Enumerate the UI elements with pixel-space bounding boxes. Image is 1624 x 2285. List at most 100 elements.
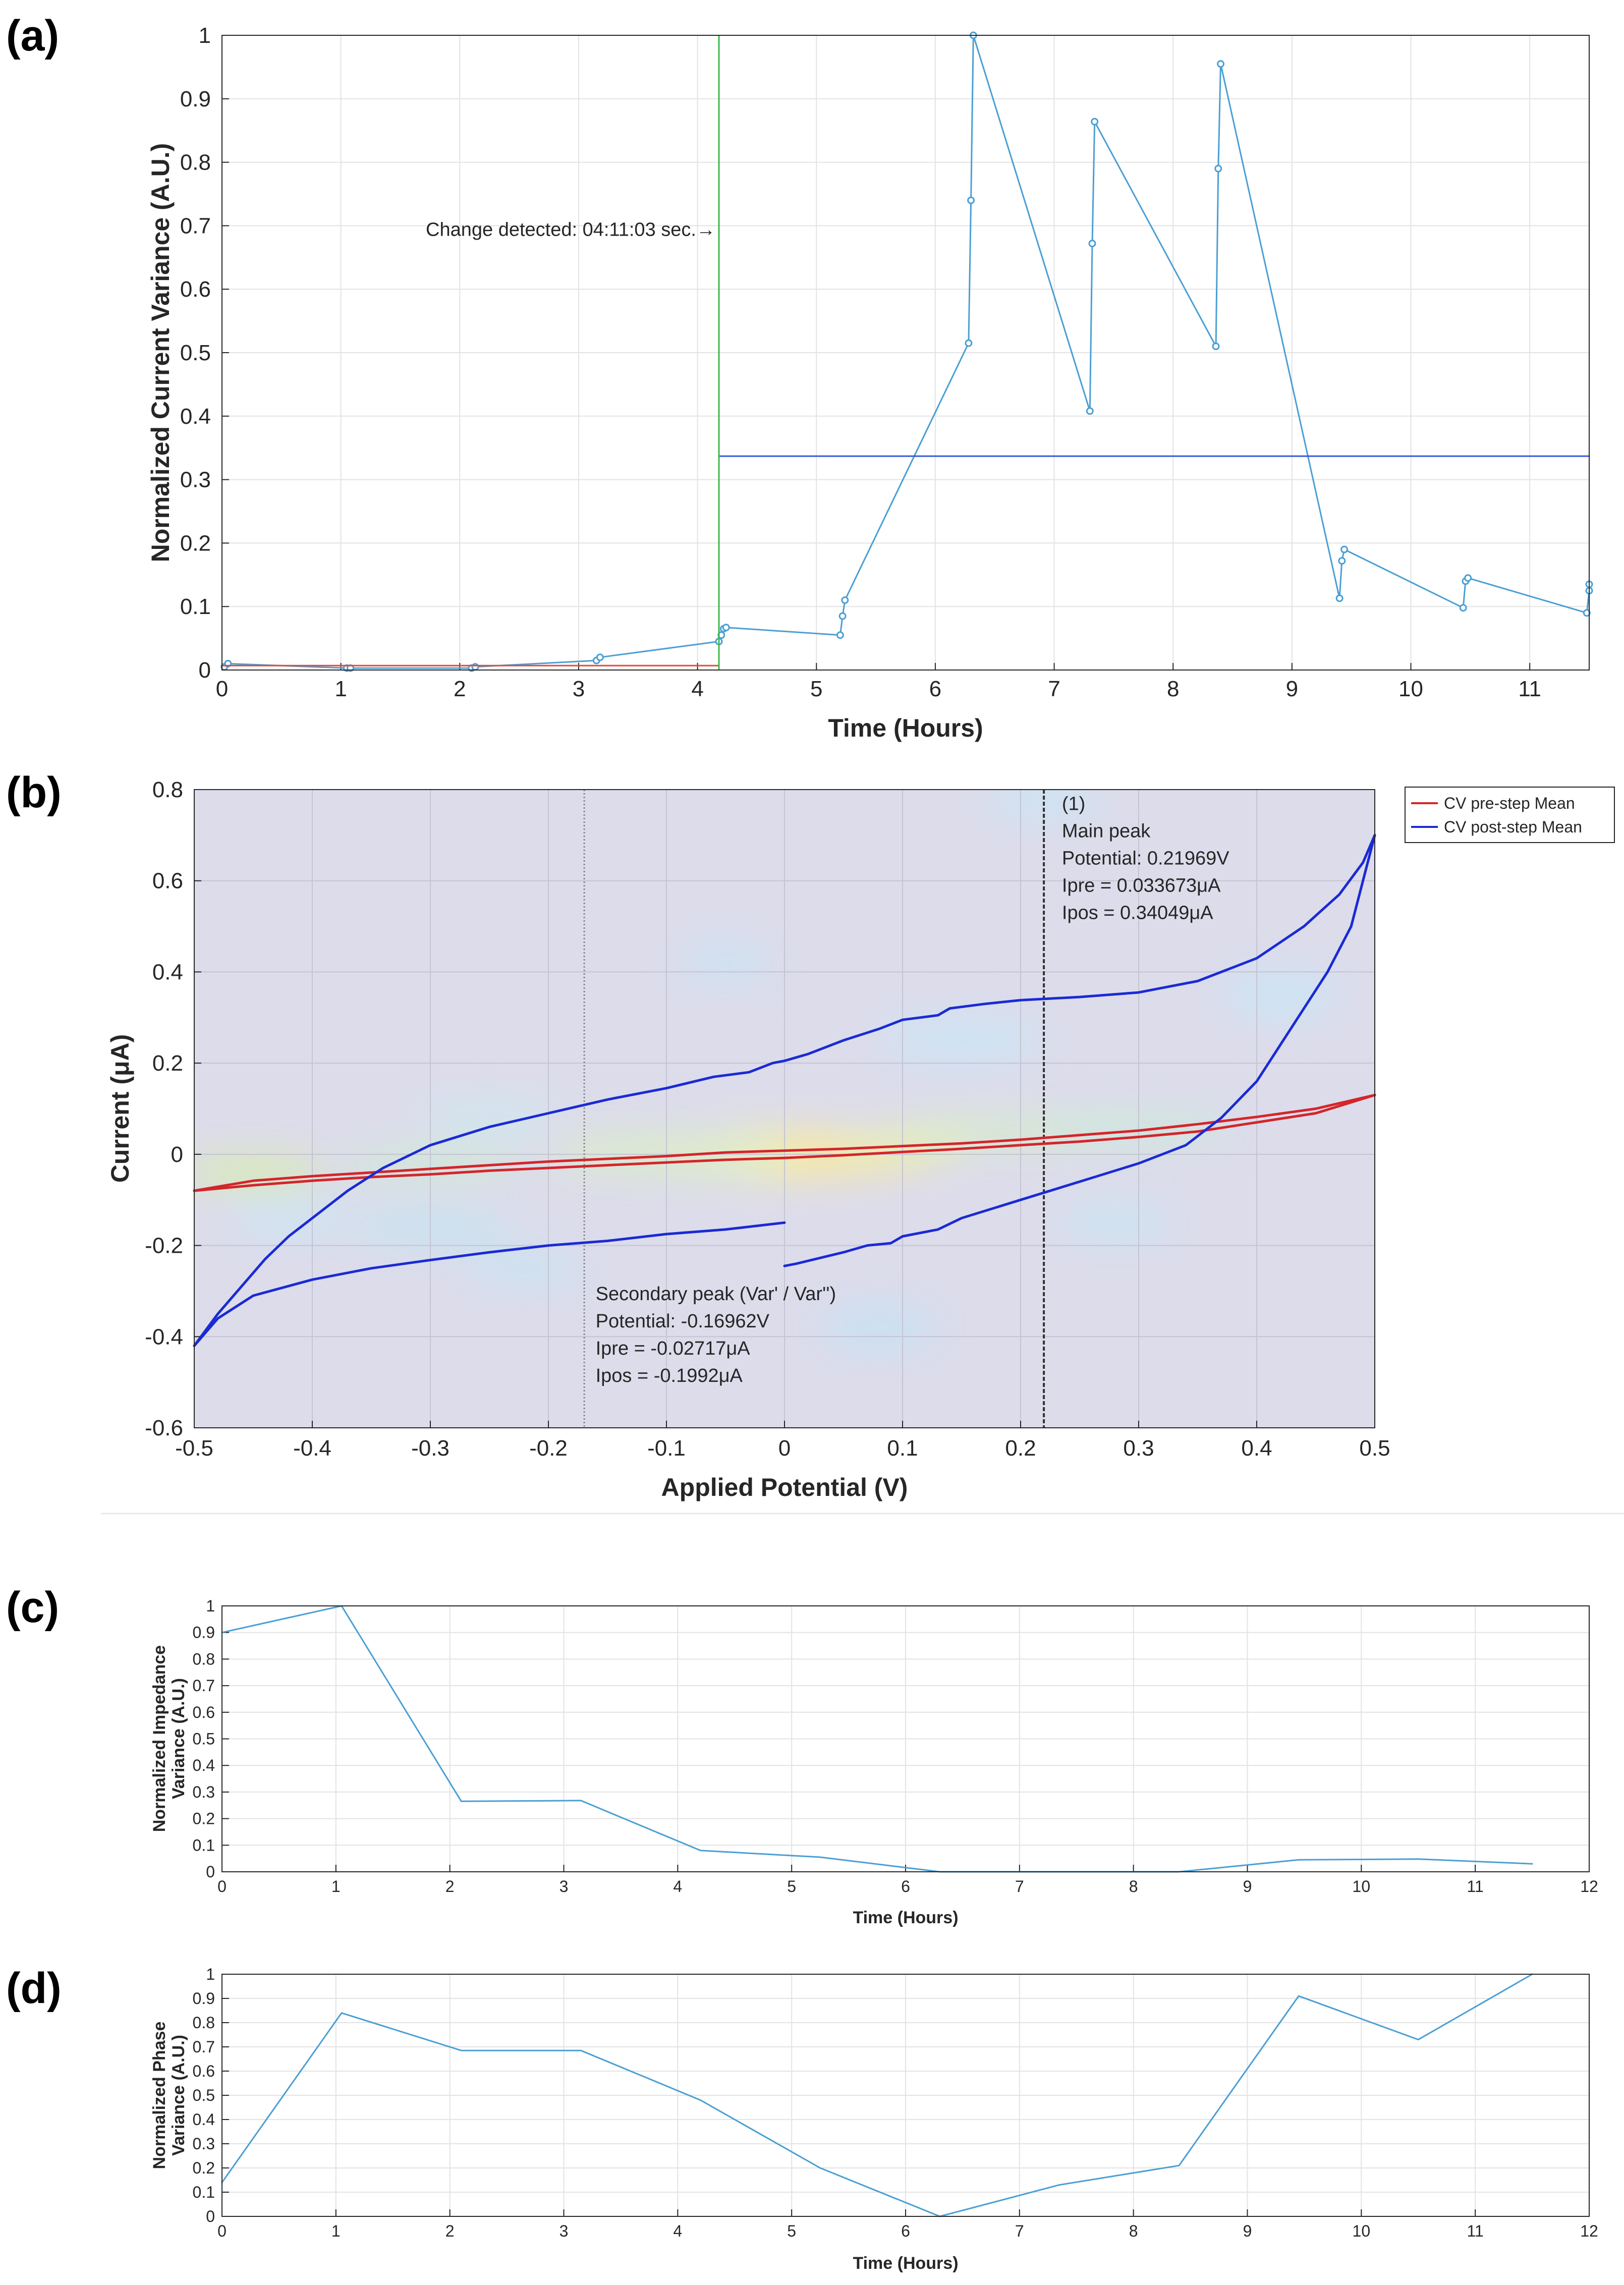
chart-c-axes-box bbox=[221, 1605, 1590, 1872]
chart-b-legend-box bbox=[1405, 787, 1615, 843]
chart-b-heat-blob bbox=[678, 944, 773, 981]
chart-d-ylabel-line1: Normalized Phase bbox=[150, 2022, 169, 2169]
chart-a-data-point bbox=[471, 663, 479, 671]
chart-c-ticks: 0 1 2 3 4 5 6 7 8 9 10 11 1200.10.20.30.40.50.60.70.… bbox=[193, 1597, 1598, 1896]
chart-a-xtick-label: 3 bbox=[573, 677, 585, 701]
chart-b-heat-blob bbox=[879, 1017, 1044, 1064]
chart-c-ytick-label: 0.5 bbox=[193, 1730, 215, 1748]
chart-a-ytick-label: 0.9 bbox=[180, 87, 211, 112]
chart-a-data-point bbox=[1088, 240, 1096, 248]
chart-a-data-point bbox=[1086, 407, 1094, 415]
chart-c-xtick-label: 7 bbox=[1015, 1877, 1024, 1896]
chart-b-xtick-label: -0.5 bbox=[175, 1436, 213, 1461]
chart-a-xtick-label: 1 bbox=[334, 677, 347, 701]
chart-b-ytick-label: 0.4 bbox=[152, 960, 183, 984]
chart-d-ytick-label: 1 bbox=[206, 1965, 215, 1983]
chart-b-annotation-line: Ipre = 0.033673μA bbox=[1062, 875, 1221, 897]
chart-d-ytick-label: 0.5 bbox=[193, 2086, 215, 2104]
chart-d-ytick-label: 0.6 bbox=[193, 2062, 215, 2080]
chart-a-data-point bbox=[1338, 557, 1346, 565]
chart-a-xtick-label: 10 bbox=[1398, 677, 1423, 701]
chart-d-series bbox=[221, 1973, 1533, 2217]
chart-c-grid bbox=[221, 1605, 1590, 1872]
chart-c-xtick-label: 1 bbox=[331, 1877, 341, 1896]
chart-d-xtick-label: 11 bbox=[1467, 2222, 1484, 2240]
chart-b-ytick-label: 0.8 bbox=[152, 777, 183, 802]
chart-c-ytick-label: 0.9 bbox=[193, 1624, 215, 1642]
chart-d-ytick-label: 0.7 bbox=[193, 2038, 215, 2056]
chart-c-ytick-label: 0.1 bbox=[193, 1836, 215, 1854]
chart-b-xtick-label: -0.1 bbox=[647, 1436, 686, 1461]
panel-label-b: (b) bbox=[6, 768, 62, 817]
chart-d-ticks: 0 1 2 3 4 5 6 7 8 9 10 11 1200.10.20.30.40.50.60.70.… bbox=[193, 1965, 1598, 2240]
chart-c-xtick-label: 0 bbox=[217, 1877, 227, 1896]
chart-b-annotation-line: Ipre = -0.02717μA bbox=[596, 1338, 751, 1359]
chart-c-xtick-label: 3 bbox=[559, 1877, 569, 1896]
chart-a-ytick-label: 0.6 bbox=[180, 277, 211, 302]
chart-a-xlabel: Time (Hours) bbox=[828, 714, 983, 742]
panel-label-a: (a) bbox=[6, 12, 59, 60]
chart-d-xtick-label: 9 bbox=[1243, 2222, 1252, 2240]
chart-a-data-point bbox=[722, 624, 730, 632]
chart-a-ytick-label: 0.1 bbox=[180, 594, 211, 619]
chart-b-heat-blob bbox=[820, 1305, 938, 1351]
chart-c-ytick-label: 1 bbox=[206, 1597, 215, 1615]
chart-d-xtick-label: 0 bbox=[217, 2222, 227, 2240]
chart-d-grid bbox=[221, 1974, 1590, 2217]
chart-c-ytick-label: 0.6 bbox=[193, 1703, 215, 1721]
chart-b-heat-blob bbox=[1221, 972, 1339, 1018]
chart-b-xtick-label: -0.2 bbox=[529, 1436, 568, 1461]
chart-b-heat-blob bbox=[194, 1158, 324, 1187]
chart-c-ytick-label: 0.3 bbox=[193, 1783, 215, 1801]
chart-a-ytick-label: 0.5 bbox=[180, 341, 211, 365]
chart-b-series-line bbox=[193, 1221, 786, 1347]
chart-a-data-point bbox=[1091, 118, 1099, 126]
chart-b: -0.5 -0.4 -0.3 -0.2 -0.1 0 0.1 0.2 0.3 0.4 0.5 -0.6… bbox=[106, 777, 1615, 1501]
chart-b-legend: CV pre-step Mean CV post-step Mean bbox=[1405, 787, 1615, 843]
chart-b-series-line bbox=[193, 833, 1376, 1347]
chart-a-ytick-label: 0.7 bbox=[180, 213, 211, 238]
chart-c-ytick-label: 0.2 bbox=[193, 1810, 215, 1828]
chart-b-annotations: (1) Main peak Potential: 0.21969V Ipre = 0.… bbox=[596, 794, 1230, 1386]
chart-c-ytick-label: 0 bbox=[206, 1863, 215, 1881]
chart-a-axes-box bbox=[221, 35, 1590, 671]
chart-b-series-line bbox=[783, 833, 1376, 1267]
chart-a-xtick-label: 5 bbox=[810, 677, 822, 701]
chart-c-ylabel-line1: Normalized Impedance bbox=[150, 1645, 169, 1832]
chart-b-series bbox=[193, 790, 1376, 1428]
chart-b-annotation-line: Main peak bbox=[1062, 821, 1151, 842]
chart-c-ytick-label: 0.4 bbox=[193, 1756, 215, 1774]
chart-d: 0 1 2 3 4 5 6 7 8 9 10 11 1200.10.20.30.40.50.60.70.… bbox=[150, 1965, 1598, 2273]
chart-d-xtick-label: 2 bbox=[445, 2222, 455, 2240]
chart-a-data-point bbox=[965, 339, 973, 347]
chart-b-xtick-label: 0.3 bbox=[1123, 1436, 1154, 1461]
chart-a-xtick-label: 7 bbox=[1048, 677, 1060, 701]
chart-d-xtick-label: 3 bbox=[559, 2222, 569, 2240]
chart-a-data-point bbox=[1583, 609, 1591, 617]
chart-d-ytick-label: 0.2 bbox=[193, 2159, 215, 2177]
chart-d-xtick-label: 8 bbox=[1129, 2222, 1138, 2240]
chart-b-series-line bbox=[193, 1093, 1376, 1192]
chart-c: 0 1 2 3 4 5 6 7 8 9 10 11 1200.10.20.30.40.50.60.70.… bbox=[150, 1597, 1598, 1927]
chart-c-series-line bbox=[221, 1605, 1533, 1873]
chart-c-ytick-label: 0.7 bbox=[193, 1677, 215, 1695]
chart-b-series-line bbox=[193, 1093, 1376, 1192]
chart-d-ytick-label: 0 bbox=[206, 2207, 215, 2225]
chart-a-ticks: 0 1 2 3 4 5 6 7 8 9 10 11 0 0.1 0.2 0.3 0.4 0.5 0.6 0.7 0.8 0… bbox=[180, 23, 1541, 701]
chart-a-data-point bbox=[836, 631, 844, 639]
chart-a-grid bbox=[221, 35, 1589, 671]
chart-b-annotation-line: Secondary peak (Var' / Var'') bbox=[596, 1284, 836, 1305]
chart-c-xtick-label: 5 bbox=[787, 1877, 796, 1896]
chart-b-ytick-label: -0.6 bbox=[145, 1416, 183, 1440]
chart-a-xtick-label: 4 bbox=[691, 677, 703, 701]
chart-b-xtick-label: 0.4 bbox=[1241, 1436, 1272, 1461]
chart-a-data-point bbox=[1216, 60, 1224, 68]
chart-a-data-point bbox=[841, 596, 849, 604]
chart-b-ytick-label: -0.2 bbox=[145, 1234, 183, 1258]
chart-d-xtick-label: 10 bbox=[1353, 2222, 1371, 2240]
chart-d-ytick-label: 0.4 bbox=[193, 2110, 215, 2129]
chart-d-xlabel: Time (Hours) bbox=[853, 2254, 958, 2273]
chart-c-xtick-label: 11 bbox=[1467, 1877, 1484, 1896]
chart-c-xtick-label: 8 bbox=[1129, 1877, 1138, 1896]
panel-label-d: (d) bbox=[6, 1964, 62, 2013]
